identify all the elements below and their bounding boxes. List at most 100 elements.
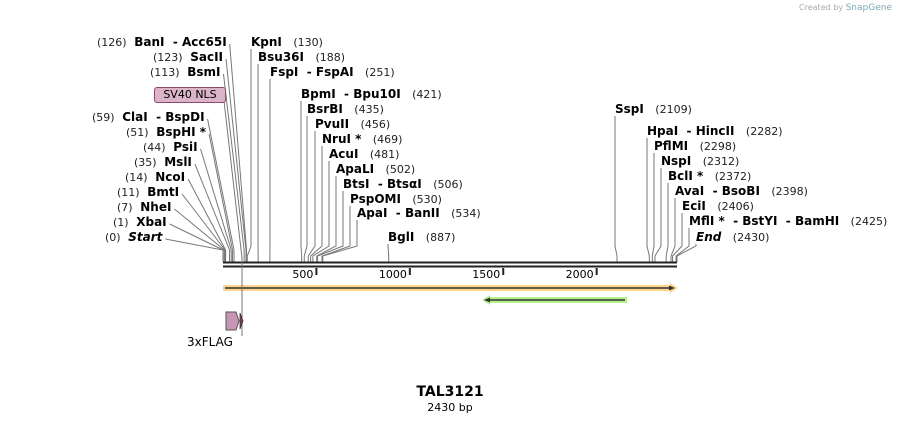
flag-label: 3xFLAG bbox=[187, 335, 233, 349]
site-line bbox=[246, 49, 252, 262]
site-label[interactable]: (11) BmtI bbox=[117, 185, 179, 200]
credit: Created by SnapGene bbox=[799, 3, 892, 13]
sequence-name: TAL3121 bbox=[416, 384, 484, 400]
site-line bbox=[174, 208, 225, 262]
enzyme-name: BsrBI bbox=[307, 102, 343, 116]
site-label[interactable]: ApaI - BanII (534) bbox=[357, 206, 481, 221]
cut-position: (887) bbox=[425, 231, 456, 244]
enzyme-name: End bbox=[696, 230, 722, 244]
site-label[interactable]: (113) BsmI bbox=[150, 65, 221, 80]
site-label[interactable]: AcuI (481) bbox=[329, 147, 399, 162]
site-label[interactable]: PspOMI (530) bbox=[350, 192, 442, 207]
site-label[interactable]: ApaLI (502) bbox=[336, 162, 415, 177]
site-label[interactable]: (126) BanI - Acc65I bbox=[97, 35, 227, 50]
site-label[interactable]: AvaI - BsoBI (2398) bbox=[675, 184, 808, 199]
cut-position: (456) bbox=[360, 118, 391, 131]
site-label[interactable]: (59) ClaI - BspDI bbox=[92, 110, 205, 125]
site-label[interactable]: KpnI (130) bbox=[251, 35, 323, 50]
enzyme-name: AvaI - BsoBI bbox=[675, 184, 760, 198]
site-line bbox=[165, 238, 224, 262]
enzyme-name: Bsu36I bbox=[258, 50, 304, 64]
enzyme-name: BsmI bbox=[187, 65, 221, 79]
site-line bbox=[181, 193, 226, 262]
sv40-nls-feature[interactable]: SV40 NLS bbox=[154, 87, 226, 103]
site-line bbox=[614, 116, 618, 262]
site-label[interactable]: (51) BspHI * bbox=[126, 125, 206, 140]
site-label[interactable]: (35) MslI bbox=[134, 155, 192, 170]
cut-position: (530) bbox=[412, 193, 442, 206]
site-label[interactable]: (1) XbaI bbox=[113, 215, 167, 230]
site-line bbox=[651, 153, 655, 262]
site-line bbox=[317, 191, 344, 262]
site-line bbox=[225, 58, 247, 262]
cut-position: (534) bbox=[451, 207, 481, 220]
site-label[interactable]: NspI (2312) bbox=[661, 154, 739, 169]
cut-position: (2425) bbox=[850, 215, 888, 228]
site-line bbox=[194, 163, 231, 262]
site-label[interactable]: BpmI - Bpu10I (421) bbox=[301, 87, 442, 102]
site-label[interactable]: NruI * (469) bbox=[322, 132, 402, 147]
orf-forward-arrow[interactable] bbox=[223, 283, 678, 293]
site-line bbox=[676, 244, 697, 262]
enzyme-name: ApaI - BanII bbox=[357, 206, 440, 220]
enzyme-name: NspI bbox=[661, 154, 692, 168]
cut-position: (469) bbox=[372, 133, 403, 146]
enzyme-name: PflMI bbox=[654, 139, 689, 153]
site-label[interactable]: (7) NheI bbox=[117, 200, 171, 215]
cut-position: (126) bbox=[97, 36, 127, 49]
flag-feature[interactable] bbox=[225, 311, 244, 331]
site-label[interactable]: EciI (2406) bbox=[682, 199, 754, 214]
enzyme-name: Start bbox=[128, 230, 163, 244]
orf-reverse-arrow[interactable] bbox=[482, 295, 627, 305]
site-label[interactable]: End (2430) bbox=[696, 230, 769, 245]
site-line bbox=[208, 133, 234, 262]
tick-label: 2000 bbox=[565, 268, 594, 281]
site-line bbox=[300, 101, 303, 262]
cut-position: (11) bbox=[117, 186, 140, 199]
cut-position: (59) bbox=[92, 111, 115, 124]
site-label[interactable]: BclI * (2372) bbox=[668, 169, 751, 184]
cut-position: (130) bbox=[293, 36, 323, 49]
site-label[interactable]: FspI - FspAI (251) bbox=[270, 65, 395, 80]
enzyme-name: NruI * bbox=[322, 132, 362, 146]
site-label[interactable]: SspI (2109) bbox=[615, 102, 692, 117]
site-label[interactable]: BtsI - BtsαI (506) bbox=[343, 177, 463, 192]
cut-position: (2109) bbox=[655, 103, 692, 116]
site-label[interactable]: PvuII (456) bbox=[315, 117, 390, 132]
site-line bbox=[310, 146, 323, 262]
site-label[interactable]: (44) PsiI bbox=[143, 140, 198, 155]
site-line bbox=[312, 161, 330, 262]
tick-label: 1500 bbox=[472, 268, 501, 281]
cut-position: (2372) bbox=[714, 170, 752, 183]
enzyme-name: BclI * bbox=[668, 169, 704, 183]
cut-position: (2298) bbox=[699, 140, 737, 153]
cut-position: (421) bbox=[412, 88, 442, 101]
site-label[interactable]: Bsu36I (188) bbox=[258, 50, 345, 65]
site-label[interactable]: BglI (887) bbox=[388, 230, 455, 245]
sequence-length: 2430 bp bbox=[427, 401, 473, 414]
tick-label: 1000 bbox=[378, 268, 407, 281]
site-label[interactable]: (123) SacII bbox=[153, 50, 223, 65]
cut-position: (14) bbox=[125, 171, 148, 184]
site-line bbox=[646, 138, 650, 262]
enzyme-name: BmtI bbox=[147, 185, 180, 199]
site-label[interactable]: (0) Start bbox=[105, 230, 162, 245]
site-line bbox=[665, 183, 669, 262]
enzyme-name: SspI bbox=[615, 102, 644, 116]
site-line bbox=[654, 168, 662, 262]
cut-position: (481) bbox=[369, 148, 400, 161]
cut-position: (2406) bbox=[717, 200, 754, 213]
site-label[interactable]: PflMI (2298) bbox=[654, 139, 736, 154]
enzyme-name: BpmI - Bpu10I bbox=[301, 87, 401, 101]
cut-position: (123) bbox=[153, 51, 183, 64]
site-label[interactable]: MflI * - BstYI - BamHI (2425) bbox=[689, 214, 887, 229]
site-label[interactable]: HpaI - HincII (2282) bbox=[647, 124, 782, 139]
site-line bbox=[207, 118, 235, 262]
site-label[interactable]: (14) NcoI bbox=[125, 170, 185, 185]
cut-position: (44) bbox=[143, 141, 166, 154]
cut-position: (0) bbox=[105, 231, 121, 244]
enzyme-name: FspI - FspAI bbox=[270, 65, 354, 79]
site-line bbox=[200, 148, 232, 262]
site-label[interactable]: BsrBI (435) bbox=[307, 102, 384, 117]
